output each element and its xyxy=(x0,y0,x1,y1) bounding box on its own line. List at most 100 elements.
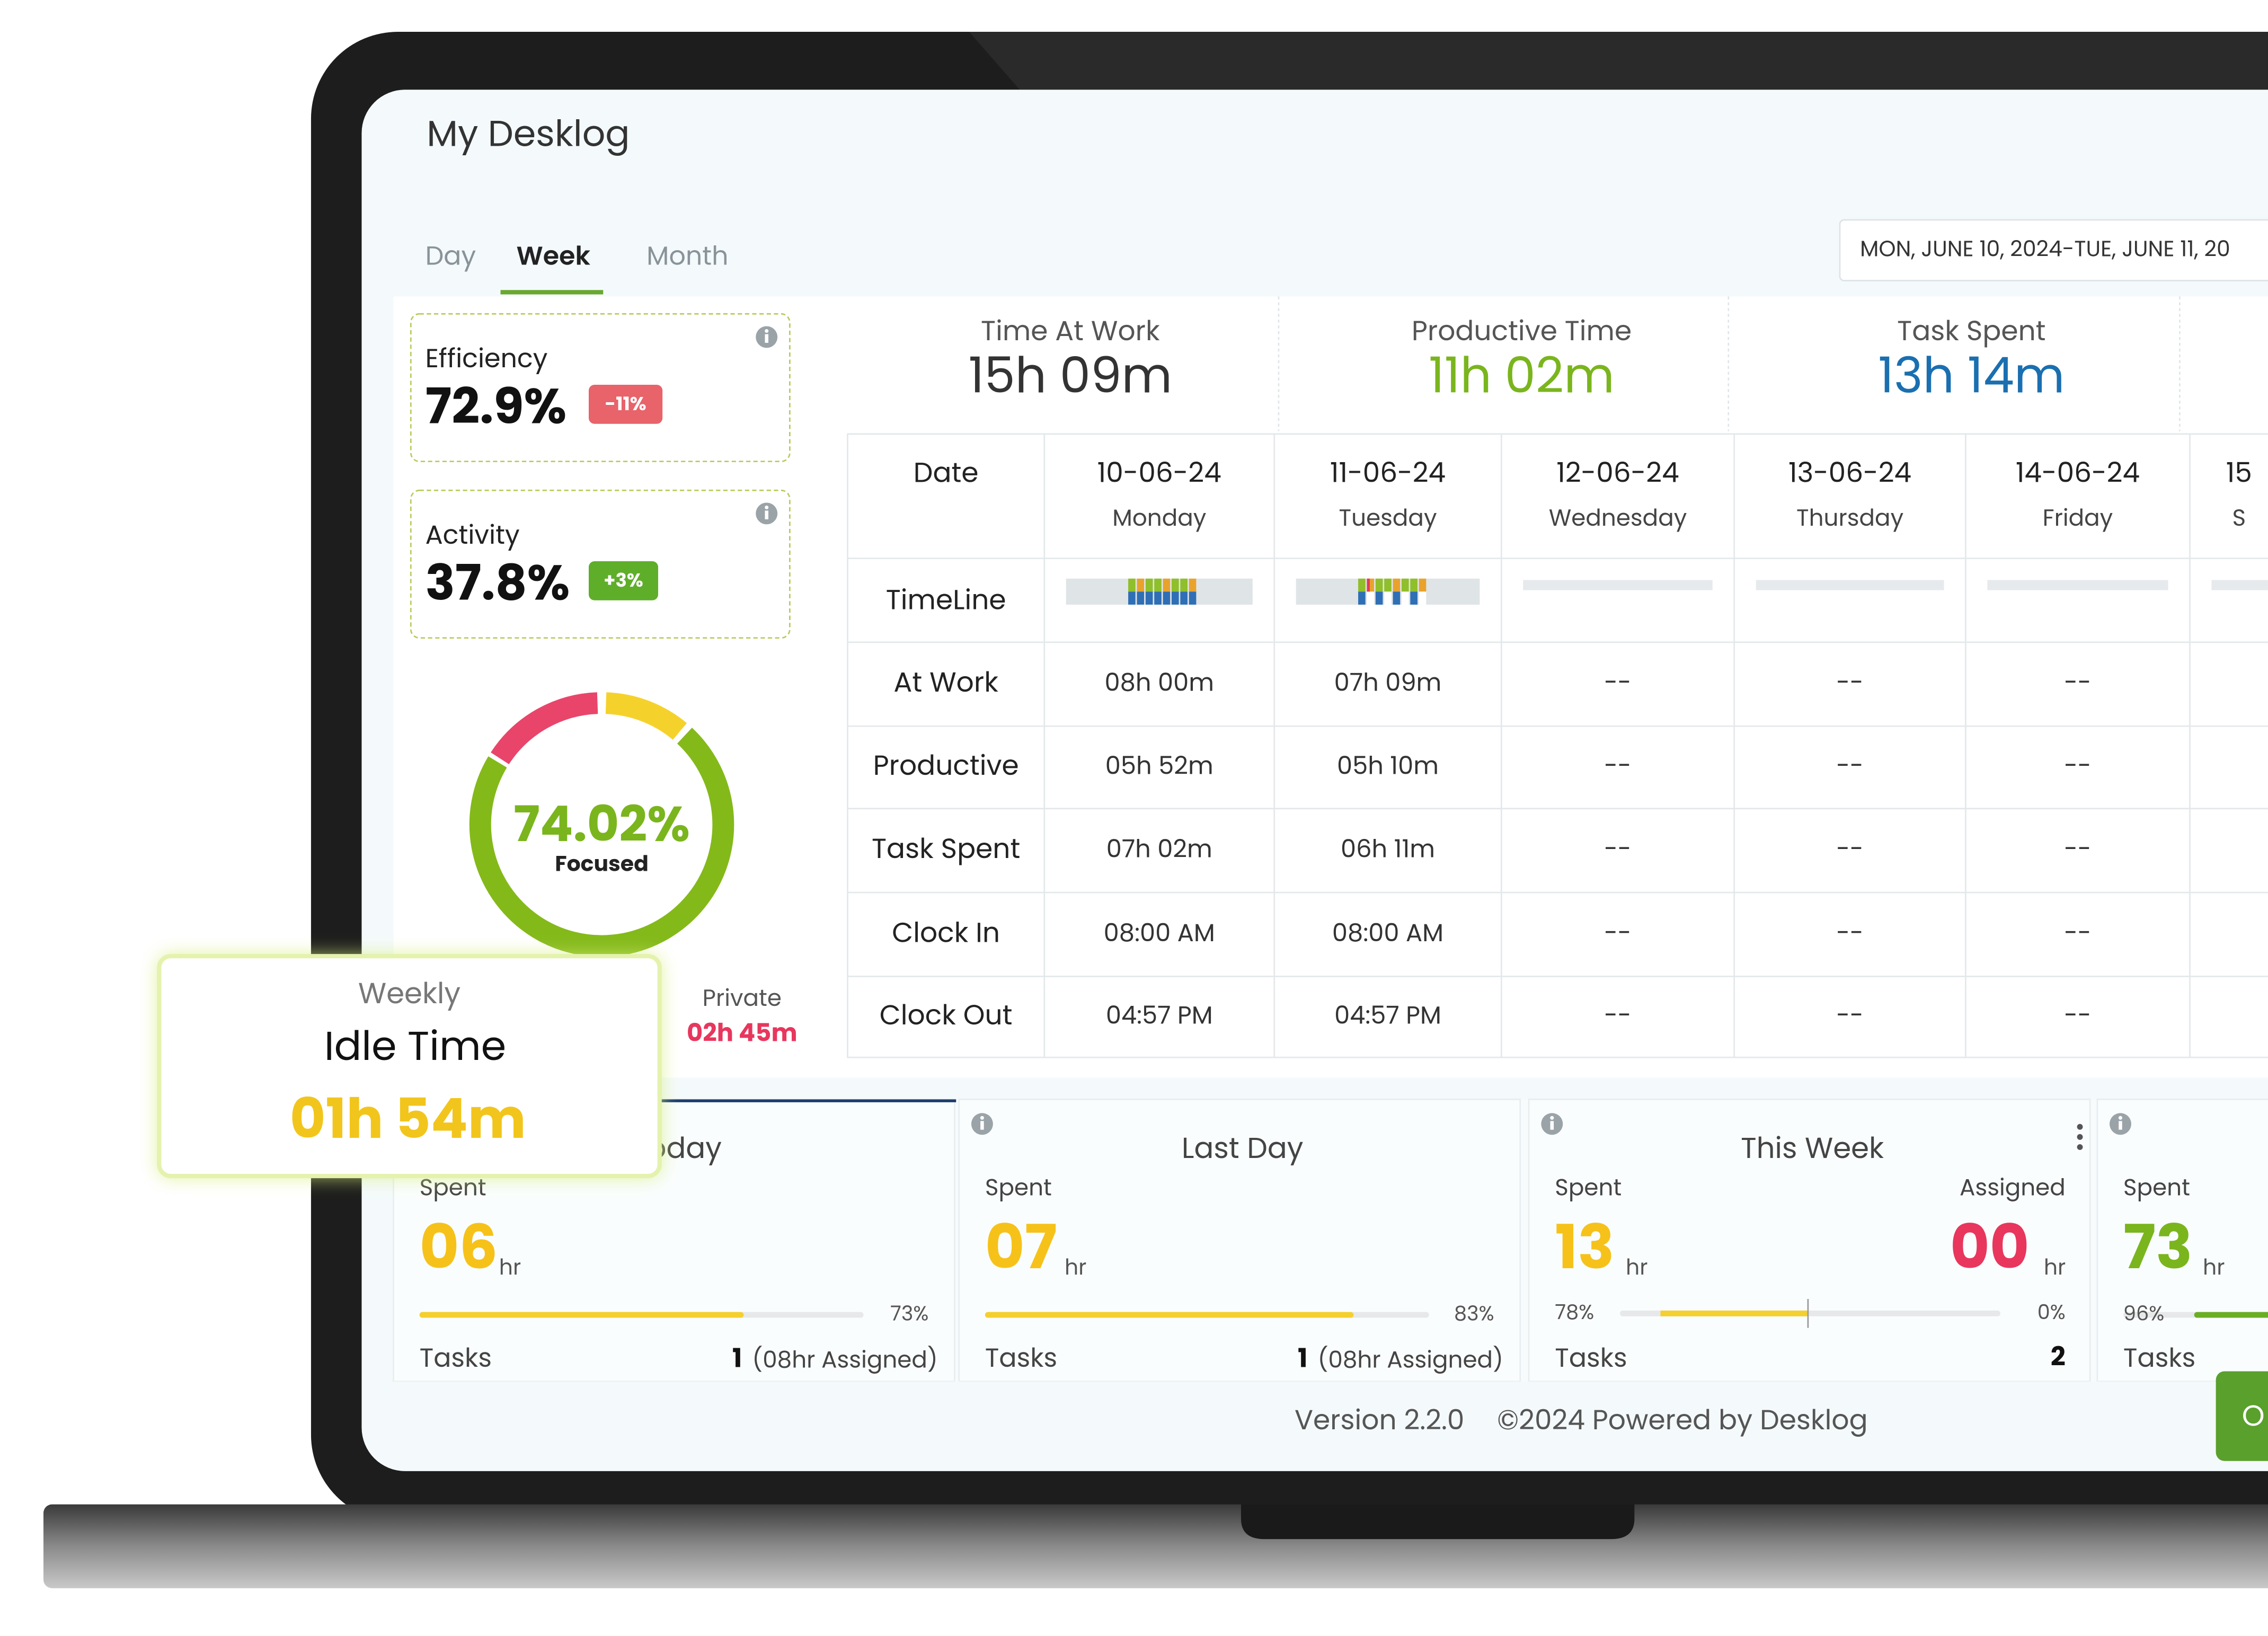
row-label: Task Spent xyxy=(872,830,1020,868)
timeline-block xyxy=(1367,591,1375,605)
timeline-block xyxy=(1154,591,1162,605)
timeline-block xyxy=(1358,578,1366,592)
assigned-value: 00 xyxy=(1950,1205,2029,1290)
progress-label: 73% xyxy=(890,1300,928,1328)
task-card xyxy=(958,1099,1521,1382)
cell: -- xyxy=(1604,916,1631,950)
action-button[interactable] xyxy=(2216,1371,2268,1461)
cell: 08:00 AM xyxy=(1104,916,1215,950)
laptop-base xyxy=(43,1504,2268,1588)
info-icon-mark xyxy=(1550,1121,1554,1130)
summary-label: Task Spent xyxy=(1897,312,2045,350)
column-weekday: Friday xyxy=(2043,502,2113,534)
info-icon-mark xyxy=(980,1121,984,1130)
cell: 05h 10m xyxy=(1337,749,1439,783)
timeline-block xyxy=(1171,591,1179,605)
cell: -- xyxy=(1604,749,1631,783)
date-range-box[interactable] xyxy=(1839,219,2268,281)
timeline-block xyxy=(1384,591,1392,605)
tasks-label: Tasks xyxy=(420,1340,492,1376)
column-weekday: Tuesday xyxy=(1339,502,1437,534)
tasks-count: 1 xyxy=(1298,1340,1307,1376)
info-icon-mark xyxy=(765,510,768,519)
spent-unit: hr xyxy=(1065,1252,1086,1283)
timeline-block xyxy=(1180,578,1188,592)
table-bg xyxy=(847,433,2268,1058)
card-title: This Week xyxy=(1741,1128,1884,1169)
tab[interactable]: Day xyxy=(426,237,476,274)
cell: 07h 09m xyxy=(1334,666,1442,700)
tab[interactable]: Week xyxy=(517,237,591,274)
tasks-label: Tasks xyxy=(1555,1340,1627,1376)
tasks-label: Tasks xyxy=(985,1340,1057,1376)
cell: -- xyxy=(1837,916,1864,950)
column-weekday: Wednesday xyxy=(1549,502,1687,534)
timeline-block xyxy=(1171,578,1179,592)
tab[interactable]: Month xyxy=(646,237,728,274)
cell: -- xyxy=(1837,832,1864,866)
spent-pct: 78% xyxy=(1555,1298,1594,1327)
timeline-block xyxy=(1180,591,1188,605)
spent-unit: hr xyxy=(1626,1252,1647,1283)
column-weekday: Thursday xyxy=(1796,502,1903,534)
focus-label: Focused xyxy=(555,849,649,879)
task-card xyxy=(1528,1099,2091,1382)
column-weekday: Monday xyxy=(1112,502,1206,534)
cell: 04:57 PM xyxy=(1106,998,1213,1033)
timeline-block xyxy=(1163,578,1171,592)
spent-unit: hr xyxy=(499,1252,521,1283)
row-label: Productive xyxy=(873,747,1019,785)
cell: -- xyxy=(1604,998,1631,1033)
summary-label: Time At Work xyxy=(981,312,1160,350)
row-label: At Work xyxy=(893,664,998,702)
progress-fill xyxy=(985,1312,1354,1318)
row-label: Clock In xyxy=(892,914,1000,952)
cell: 08h 00m xyxy=(1104,666,1214,700)
cell: -- xyxy=(2064,916,2091,950)
summary-value: 13h 14m xyxy=(1878,342,2065,410)
spent-value: 07 xyxy=(985,1205,1057,1290)
timeline-block xyxy=(1401,591,1409,605)
timeline-block xyxy=(1358,591,1366,605)
metric-label: Efficiency xyxy=(426,340,548,377)
row-label: Clock Out xyxy=(880,996,1013,1034)
timeline-block xyxy=(1189,591,1197,605)
timeline-track xyxy=(1756,580,1944,590)
idle-label: Idle Time xyxy=(324,1018,506,1074)
timeline-block xyxy=(1393,578,1401,592)
timeline-block xyxy=(1154,578,1162,592)
column-date: 10-06-24 xyxy=(1097,454,1221,492)
info-icon-dot xyxy=(765,505,769,510)
cell: -- xyxy=(2064,749,2091,783)
idle-period: Weekly xyxy=(358,974,460,1014)
cell: 06h 11m xyxy=(1341,832,1435,866)
column-date: 13-06-24 xyxy=(1788,454,1911,492)
cell: 04:57 PM xyxy=(1334,998,1441,1033)
spent-label: Spent xyxy=(985,1172,1052,1204)
timeline-block xyxy=(1401,578,1409,592)
timeline-block xyxy=(1375,591,1383,605)
idle-popup xyxy=(157,954,662,1179)
cell: 05h 52m xyxy=(1105,749,1213,783)
focus-value: 74.02% xyxy=(513,790,690,859)
cell: -- xyxy=(1837,998,1864,1033)
timeline-block xyxy=(1145,578,1153,592)
cell: -- xyxy=(1837,666,1864,700)
change-badge xyxy=(589,561,659,600)
cell: -- xyxy=(2064,666,2091,700)
action-button-text[interactable]: O xyxy=(2242,1396,2265,1436)
timeline-block xyxy=(1137,578,1145,592)
info-icon-dot xyxy=(2118,1116,2123,1120)
row-label: TimeLine xyxy=(886,581,1006,620)
timeline-block xyxy=(1410,578,1418,592)
spent-label: Spent xyxy=(2123,1172,2190,1204)
summary-label: Productive Time xyxy=(1412,312,1632,350)
metric-label: Activity xyxy=(426,517,520,553)
date-range: MON, JUNE 10, 2024-TUE, JUNE 11, 20 xyxy=(1860,234,2230,264)
timeline-block xyxy=(1393,591,1401,605)
tasks-label: Tasks xyxy=(2123,1340,2195,1376)
cell: -- xyxy=(1837,749,1864,783)
timeline-block xyxy=(1128,591,1136,605)
donut-focused-arc xyxy=(469,728,734,957)
